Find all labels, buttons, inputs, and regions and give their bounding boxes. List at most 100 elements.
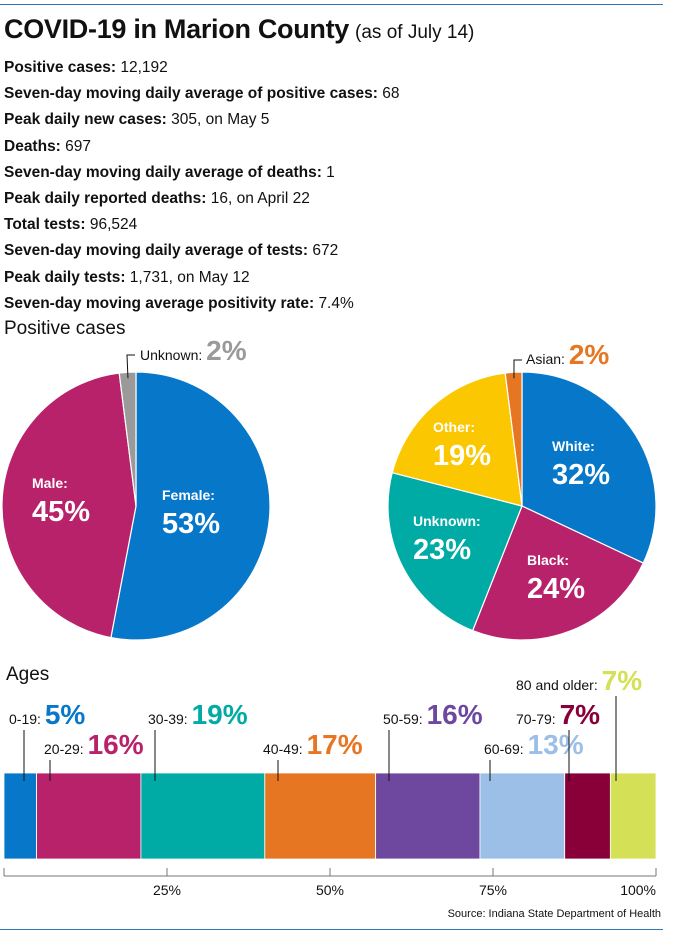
stat-value: 1: [326, 163, 335, 181]
stat-label: Deaths:: [4, 137, 61, 155]
segment-label: 60-69:: [484, 741, 528, 757]
slice-label: Other:: [433, 419, 475, 435]
x-tick-label: 100%: [620, 882, 656, 898]
pie-slice: [387, 471, 523, 632]
stat-value: 672: [312, 242, 339, 260]
stat-label: Seven-day moving daily average of positi…: [4, 85, 378, 103]
segment-label: 30-39:: [148, 711, 192, 727]
segment-percent: 2%: [569, 339, 610, 370]
age-label: 80 and older: 7%: [516, 665, 642, 696]
stat-value: 12,192: [120, 59, 168, 76]
segment-percent: 7%: [560, 699, 601, 730]
age-segment: [3, 772, 37, 860]
pie-slice: [391, 372, 523, 507]
slice-label: Asian: 2%: [526, 339, 609, 370]
stat-row: Peak daily reported deaths: 16, on April…: [4, 186, 399, 212]
segment-percent: 16%: [88, 729, 144, 760]
stat-value: 96,524: [89, 216, 138, 234]
x-tick-label: 25%: [153, 882, 181, 898]
segment-percent: 16%: [427, 699, 483, 730]
stat-row: Deaths: 697: [4, 134, 399, 160]
stat-row: Seven-day moving daily average of tests:…: [4, 238, 399, 264]
stats-list: Positive cases: 12,192 Seven-day moving d…: [4, 55, 399, 317]
title-date: (as of July 14): [355, 22, 475, 43]
stat-label: Total tests:: [4, 216, 86, 234]
age-label: 0-19: 5%: [9, 699, 85, 730]
source-note: Source: Indiana State Department of Heal…: [447, 908, 661, 920]
stat-label: Seven-day moving average positivity rate…: [4, 294, 315, 312]
x-tick-label: 50%: [316, 882, 344, 898]
pie-slice: [110, 371, 271, 641]
segment-label: 70-79:: [516, 711, 560, 727]
stat-row: Seven-day moving daily average of positi…: [4, 81, 399, 107]
x-tick-label: 75%: [479, 882, 507, 898]
stat-value: 305, on May 5: [171, 111, 270, 129]
stat-value: 68: [382, 85, 400, 103]
segment-percent: 13%: [528, 729, 584, 760]
pie-slice: [1, 372, 137, 639]
slice-percent: 32%: [552, 459, 610, 491]
segment-label: 0-19:: [9, 711, 45, 727]
stat-label: Peak daily reported deaths:: [4, 189, 207, 207]
age-segment: [264, 772, 377, 860]
slice-label: White:: [552, 438, 595, 454]
slice-percent: 23%: [413, 534, 471, 566]
age-label: 50-59: 16%: [383, 699, 483, 730]
stat-row: Total tests: 96,524: [4, 212, 399, 238]
leader-line: [513, 359, 522, 379]
slice-percent: 53%: [162, 508, 220, 540]
ages-heading: Ages: [6, 664, 50, 685]
segment-label: Unknown:: [140, 347, 206, 363]
stat-value: 16, on April 22: [210, 189, 310, 207]
stat-label: Peak daily new cases:: [4, 111, 167, 129]
slice-percent: 45%: [32, 496, 90, 528]
segment-percent: 5%: [45, 699, 86, 730]
stat-label: Positive cases:: [4, 59, 117, 76]
stat-label: Peak daily tests:: [4, 268, 126, 286]
segment-label: 50-59:: [383, 711, 427, 727]
slice-label: Male:: [32, 475, 68, 491]
stat-row: Positive cases: 12,192: [4, 55, 399, 81]
slice-label: Unknown:: [413, 513, 481, 529]
age-segment: [564, 772, 611, 860]
age-segment: [36, 772, 142, 860]
stat-label: Seven-day moving daily average of tests:: [4, 242, 309, 260]
stat-value: 1,731, on May 12: [129, 268, 250, 286]
segment-percent: 19%: [192, 699, 248, 730]
slice-label: Unknown: 2%: [140, 335, 247, 366]
age-label: 40-49: 17%: [263, 729, 363, 760]
stat-row: Peak daily tests: 1,731, on May 12: [4, 265, 399, 291]
leader-line: [126, 354, 135, 379]
age-segment: [609, 772, 657, 860]
segment-label: 20-29:: [44, 741, 88, 757]
pie-slice: [471, 505, 645, 641]
age-label: 30-39: 19%: [148, 699, 248, 730]
positive-cases-heading: Positive cases: [4, 318, 126, 339]
slice-label: Female:: [162, 487, 215, 503]
pie-slice: [521, 371, 657, 564]
slice-label: Black:: [527, 552, 569, 568]
bottom-rule: [0, 929, 663, 930]
stat-value: 7.4%: [318, 294, 354, 312]
segment-percent: 2%: [206, 335, 247, 366]
stat-row: Peak daily new cases: 305, on May 5: [4, 107, 399, 133]
age-label: 60-69: 13%: [484, 729, 584, 760]
stat-row: Seven-day moving average positivity rate…: [4, 291, 399, 317]
top-rule: [0, 4, 663, 5]
age-segment: [140, 772, 266, 860]
segment-label: 80 and older:: [516, 677, 602, 693]
slice-percent: 24%: [527, 573, 585, 605]
segment-percent: 7%: [602, 665, 643, 696]
stat-label: Seven-day moving daily average of deaths…: [4, 163, 322, 181]
segment-label: Asian:: [526, 351, 569, 367]
title-main: COVID-19 in Marion County: [4, 14, 350, 44]
segment-label: 40-49:: [263, 741, 307, 757]
age-label: 70-79: 7%: [516, 699, 600, 730]
stat-value: 697: [65, 137, 92, 155]
segment-percent: 17%: [307, 729, 363, 760]
age-label: 20-29: 16%: [44, 729, 144, 760]
page-title: COVID-19 in Marion County (as of July 14): [4, 14, 474, 45]
age-segment: [375, 772, 481, 860]
slice-percent: 19%: [433, 440, 491, 472]
